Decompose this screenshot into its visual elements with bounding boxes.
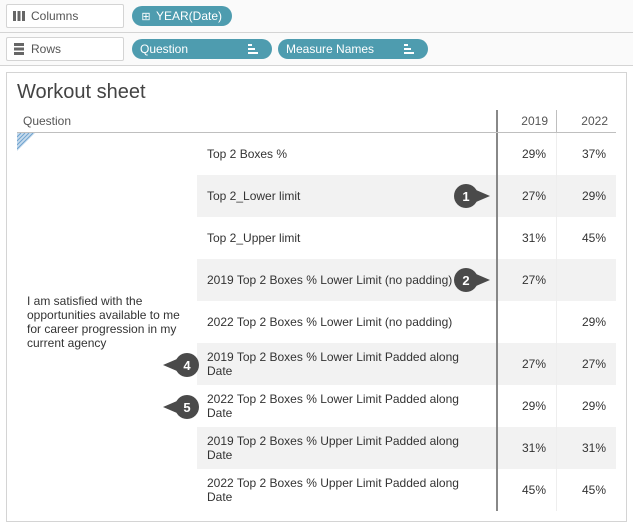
sheet-title: Workout sheet (17, 79, 616, 110)
pill-question[interactable]: Question (132, 39, 272, 59)
measure-label: 2022 Top 2 Boxes % Lower Limit (no paddi… (207, 315, 452, 329)
callout-bubble: 4 (175, 353, 199, 377)
callout-2: 2 (454, 268, 490, 292)
question-header[interactable]: Question (17, 110, 197, 132)
data-cell[interactable]: 29% (557, 175, 616, 217)
measure-header-spacer (197, 110, 496, 132)
expand-icon: ⊞ (140, 10, 152, 22)
data-cell[interactable]: 29% (498, 385, 556, 427)
measure-row[interactable]: 2022 Top 2 Boxes % Lower Limit (no paddi… (197, 301, 496, 343)
table-header: Question 2019 2022 (17, 110, 616, 133)
measure-row[interactable]: 2022 Top 2 Boxes % Lower Limit Padded al… (197, 385, 496, 427)
data-cell[interactable]: 45% (557, 217, 616, 259)
callout-4: 4 (163, 353, 199, 377)
measures-column: Top 2 Boxes % Top 2_Lower limit 1 Top 2_… (197, 133, 496, 511)
columns-shelf-label[interactable]: Columns (6, 4, 124, 28)
callout-1: 1 (454, 184, 490, 208)
selection-handle-icon (17, 133, 35, 151)
data-column-2022: 37% 29% 45% 29% 27% 29% 31% 45% (556, 133, 616, 511)
year-header-2022[interactable]: 2022 (556, 110, 616, 132)
data-cell[interactable]: 27% (498, 175, 556, 217)
data-cell[interactable]: 27% (498, 259, 556, 301)
rows-shelf-label[interactable]: Rows (6, 37, 124, 61)
year-header-2019[interactable]: 2019 (496, 110, 556, 132)
measure-label: 2019 Top 2 Boxes % Lower Limit (no paddi… (207, 273, 452, 287)
measure-row[interactable]: 2019 Top 2 Boxes % Lower Limit Padded al… (197, 343, 496, 385)
data-cell[interactable]: 29% (557, 385, 616, 427)
pill-measure-names[interactable]: Measure Names (278, 39, 428, 59)
measure-label: 2019 Top 2 Boxes % Upper Limit Padded al… (207, 434, 486, 462)
rows-shelf: Rows Question Measure Names (0, 33, 633, 66)
data-cell[interactable]: 29% (498, 133, 556, 175)
columns-label-text: Columns (31, 9, 78, 23)
columns-icon (13, 10, 25, 22)
measure-row[interactable]: Top 2_Lower limit 1 (197, 175, 496, 217)
worksheet: Workout sheet Question 2019 2022 I am sa… (6, 72, 627, 522)
rows-icon (13, 43, 25, 55)
question-text: I am satisfied with the opportunities av… (27, 294, 187, 350)
pill-label: Measure Names (286, 42, 374, 56)
data-cell[interactable]: 45% (498, 469, 556, 511)
data-cell[interactable] (557, 259, 616, 301)
data-cell[interactable]: 27% (557, 343, 616, 385)
sort-icon (248, 43, 262, 55)
callout-bubble: 1 (454, 184, 478, 208)
data-cell[interactable]: 31% (498, 217, 556, 259)
measure-row[interactable]: 2022 Top 2 Boxes % Upper Limit Padded al… (197, 469, 496, 511)
measure-row[interactable]: Top 2 Boxes % (197, 133, 496, 175)
data-cell[interactable]: 29% (557, 301, 616, 343)
columns-shelf: Columns ⊞ YEAR(Date) (0, 0, 633, 33)
measure-label: Top 2 Boxes % (207, 147, 287, 161)
rows-pills: Question Measure Names (132, 39, 627, 59)
callout-tail (476, 190, 490, 202)
data-column-2019: 29% 27% 31% 27% 27% 29% 31% 45% (496, 133, 556, 511)
measure-label: Top 2_Lower limit (207, 189, 300, 203)
sort-icon (404, 43, 418, 55)
data-cell[interactable]: 37% (557, 133, 616, 175)
data-cell[interactable] (498, 301, 556, 343)
data-cell[interactable]: 27% (498, 343, 556, 385)
measure-label: Top 2_Upper limit (207, 231, 300, 245)
callout-5: 5 (163, 395, 199, 419)
pill-year-date[interactable]: ⊞ YEAR(Date) (132, 6, 232, 26)
data-cell[interactable]: 31% (498, 427, 556, 469)
columns-pills: ⊞ YEAR(Date) (132, 6, 627, 26)
measure-row[interactable]: 2019 Top 2 Boxes % Upper Limit Padded al… (197, 427, 496, 469)
data-cell[interactable]: 45% (557, 469, 616, 511)
rows-label-text: Rows (31, 42, 61, 56)
measure-label: 2022 Top 2 Boxes % Upper Limit Padded al… (207, 476, 486, 504)
measure-label: 2019 Top 2 Boxes % Lower Limit Padded al… (207, 350, 486, 378)
measure-row[interactable]: 2019 Top 2 Boxes % Lower Limit (no paddi… (197, 259, 496, 301)
measure-label: 2022 Top 2 Boxes % Lower Limit Padded al… (207, 392, 486, 420)
pill-label: YEAR(Date) (156, 9, 222, 23)
pill-label: Question (140, 42, 188, 56)
measure-row[interactable]: Top 2_Upper limit (197, 217, 496, 259)
table-body: I am satisfied with the opportunities av… (17, 133, 616, 511)
data-cell[interactable]: 31% (557, 427, 616, 469)
callout-bubble: 2 (454, 268, 478, 292)
callout-tail (476, 274, 490, 286)
question-cell[interactable]: I am satisfied with the opportunities av… (17, 133, 197, 511)
callout-bubble: 5 (175, 395, 199, 419)
